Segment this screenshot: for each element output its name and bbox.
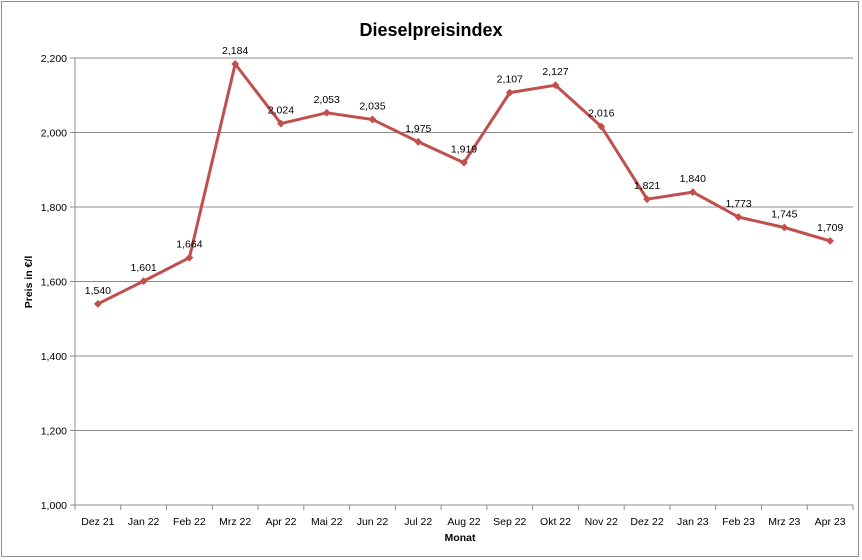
x-axis-ticks: Dez 21 Jan 22 Feb 22 Mrz 22 Apr 22 Mai 22 Jun … bbox=[74, 505, 854, 528]
data-point-marker bbox=[551, 81, 560, 90]
x-tick-label: Nov 22 bbox=[585, 516, 618, 528]
data-point-marker bbox=[780, 223, 789, 232]
data-point-marker bbox=[277, 119, 285, 128]
data-label: 2,053 bbox=[314, 94, 340, 106]
data-label: 2,024 bbox=[268, 105, 294, 117]
x-axis-title: Monat bbox=[445, 532, 476, 544]
data-labels: 1,540 1,601 1,664 2,184 2,024 2,053 2,035 1,975… bbox=[85, 45, 844, 297]
data-label: 1,709 bbox=[817, 222, 843, 234]
x-tick-label: Dez 22 bbox=[630, 516, 663, 528]
data-point-marker bbox=[460, 158, 468, 167]
y-tick-label: 2,000 bbox=[41, 128, 67, 140]
x-tick-label: Sep 22 bbox=[493, 516, 526, 528]
data-point-marker bbox=[643, 195, 651, 204]
x-tick-label: Jan 22 bbox=[128, 516, 160, 528]
data-label: 2,107 bbox=[497, 74, 523, 86]
data-label: 1,773 bbox=[725, 198, 751, 210]
y-tick-label: 1,200 bbox=[41, 426, 67, 438]
series-polyline bbox=[96, 62, 832, 306]
data-label: 1,601 bbox=[131, 262, 157, 274]
y-axis-title: Preis in €/l bbox=[23, 256, 35, 309]
x-tick-label: Apr 22 bbox=[265, 516, 296, 528]
data-point-marker bbox=[322, 108, 331, 117]
data-point-marker bbox=[505, 88, 514, 97]
data-point-marker bbox=[414, 137, 423, 146]
data-point-marker bbox=[734, 213, 743, 221]
data-label: 2,016 bbox=[588, 108, 614, 120]
x-tick-label: Jul 22 bbox=[404, 516, 432, 528]
data-point-marker bbox=[231, 60, 240, 68]
data-point-marker bbox=[93, 299, 102, 308]
x-tick-label: Aug 22 bbox=[447, 516, 480, 528]
y-tick-label: 1,600 bbox=[41, 277, 67, 289]
data-label: 1,540 bbox=[85, 285, 111, 297]
data-label: 2,035 bbox=[359, 100, 385, 112]
data-label: 1,840 bbox=[680, 173, 706, 185]
data-point-marker bbox=[139, 277, 148, 286]
x-tick-label: Okt 22 bbox=[540, 516, 571, 528]
x-tick-label: Feb 22 bbox=[173, 516, 206, 528]
data-label: 2,127 bbox=[542, 66, 568, 78]
x-tick-label: Mai 22 bbox=[311, 516, 343, 528]
data-point-marker bbox=[368, 115, 377, 124]
x-tick-label: Mrz 23 bbox=[768, 516, 800, 528]
x-tick-label: Jan 23 bbox=[677, 516, 709, 528]
x-tick-label: Jun 22 bbox=[357, 516, 389, 528]
data-point-marker bbox=[826, 236, 835, 245]
data-label: 1,821 bbox=[634, 180, 660, 192]
y-tick-label: 2,200 bbox=[41, 53, 67, 65]
y-tick-label: 1,400 bbox=[41, 351, 67, 363]
data-point-marker bbox=[597, 122, 606, 131]
data-label: 2,184 bbox=[222, 45, 248, 57]
data-point-marker bbox=[185, 253, 194, 262]
y-axis-ticks: 1,000 1,200 1,400 1,600 1,800 2,000 2,200 bbox=[41, 53, 75, 512]
y-tick-label: 1,000 bbox=[41, 500, 67, 512]
x-tick-label: Apr 23 bbox=[815, 516, 846, 528]
gridlines bbox=[75, 57, 853, 431]
x-tick-label: Mrz 22 bbox=[219, 516, 251, 528]
data-point-marker bbox=[688, 188, 697, 197]
y-tick-label: 1,800 bbox=[41, 202, 67, 214]
x-tick-label: Feb 23 bbox=[722, 516, 755, 528]
series-line bbox=[93, 60, 835, 308]
axes bbox=[74, 58, 853, 506]
data-label: 1,664 bbox=[176, 239, 202, 251]
x-tick-label: Dez 21 bbox=[81, 516, 114, 528]
data-label: 1,745 bbox=[771, 208, 797, 220]
data-label: 1,975 bbox=[405, 123, 431, 135]
chart-title: Dieselpreisindex bbox=[359, 20, 502, 40]
data-label: 1,919 bbox=[451, 144, 477, 156]
